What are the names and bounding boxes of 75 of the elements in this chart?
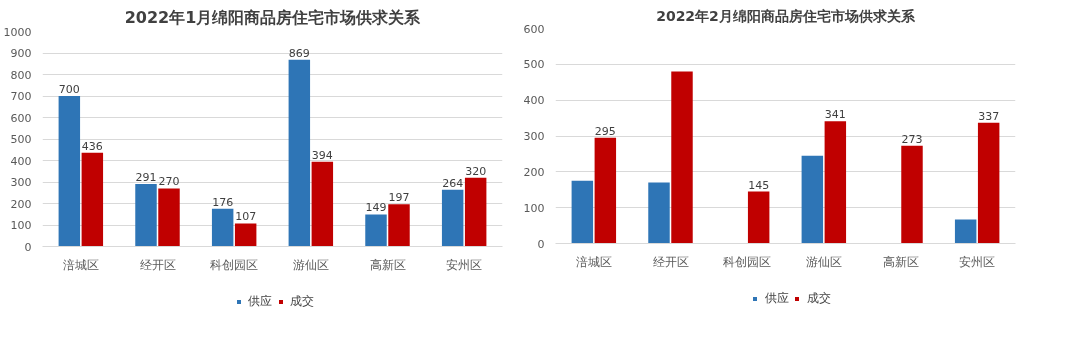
bar bbox=[594, 137, 617, 244]
legend-label: 供应 bbox=[248, 292, 272, 310]
x-tick-label: 科创园区 bbox=[210, 257, 259, 272]
data-label: 291 bbox=[135, 170, 157, 184]
y-tick-label: 500 bbox=[523, 58, 545, 72]
bar bbox=[158, 188, 180, 247]
data-label: 869 bbox=[288, 46, 310, 60]
bar bbox=[388, 204, 410, 247]
data-label: 295 bbox=[594, 124, 616, 138]
bar bbox=[571, 180, 594, 244]
data-label: 273 bbox=[901, 132, 923, 146]
y-tick-label: 600 bbox=[523, 22, 545, 36]
data-label: 436 bbox=[81, 139, 103, 153]
x-tick-label: 经开区 bbox=[652, 254, 689, 269]
y-tick-label: 100 bbox=[10, 219, 32, 232]
bar bbox=[824, 121, 847, 244]
y-tick-label: 500 bbox=[10, 133, 32, 146]
legend-label: 供应 bbox=[764, 289, 789, 307]
y-tick-label: 200 bbox=[523, 165, 545, 179]
data-label: 149 bbox=[365, 201, 387, 215]
data-label: 394 bbox=[311, 148, 333, 162]
bar bbox=[288, 59, 311, 247]
bar bbox=[311, 161, 334, 247]
bar bbox=[801, 155, 824, 244]
data-label: 145 bbox=[748, 178, 770, 192]
data-label: 107 bbox=[235, 210, 257, 224]
x-tick-label: 涪城区 bbox=[575, 254, 612, 269]
bar bbox=[211, 208, 234, 247]
data-label: 341 bbox=[824, 108, 846, 122]
legend-label: 成交 bbox=[290, 292, 314, 310]
bar bbox=[977, 122, 1000, 244]
bar bbox=[464, 177, 487, 247]
y-tick-label: 400 bbox=[523, 94, 545, 108]
y-tick-label: 900 bbox=[10, 47, 32, 60]
bar bbox=[441, 189, 464, 247]
bar bbox=[81, 152, 104, 247]
y-tick-label: 400 bbox=[10, 154, 32, 168]
y-tick-label: 300 bbox=[523, 130, 545, 143]
bar bbox=[901, 145, 923, 244]
y-tick-label: 1000 bbox=[3, 25, 32, 39]
x-tick-label: 科创园区 bbox=[723, 254, 772, 269]
y-tick-label: 0 bbox=[24, 240, 32, 254]
x-tick-label: 游仙区 bbox=[805, 254, 842, 269]
x-tick-label: 安州区 bbox=[446, 257, 483, 272]
y-tick-label: 800 bbox=[10, 68, 32, 82]
y-tick-label: 200 bbox=[10, 197, 32, 211]
y-tick-label: 300 bbox=[10, 176, 32, 189]
chart-title: 2022年2月绵阳商品房住宅市场供求关系 bbox=[656, 7, 916, 24]
data-label: 700 bbox=[58, 83, 80, 96]
bar bbox=[747, 191, 770, 244]
x-tick-label: 游仙区 bbox=[292, 257, 329, 272]
data-label: 337 bbox=[978, 109, 1000, 123]
bar bbox=[671, 71, 693, 244]
bar bbox=[58, 96, 81, 247]
bar bbox=[135, 183, 157, 247]
data-label: 270 bbox=[158, 175, 180, 189]
data-label: 197 bbox=[388, 191, 410, 205]
data-label: 264 bbox=[442, 176, 464, 190]
x-tick-label: 安州区 bbox=[959, 254, 996, 269]
bar bbox=[365, 214, 387, 247]
x-tick-label: 高新区 bbox=[882, 254, 919, 269]
chart-title: 2022年1月绵阳商品房住宅市场供求关系 bbox=[124, 7, 422, 27]
legend-label: 成交 bbox=[806, 289, 831, 307]
y-tick-label: 700 bbox=[10, 90, 32, 103]
x-tick-label: 经开区 bbox=[139, 257, 176, 272]
bar bbox=[648, 182, 670, 244]
data-label: 320 bbox=[465, 164, 487, 178]
y-tick-label: 100 bbox=[523, 201, 545, 215]
x-tick-label: 涪城区 bbox=[62, 257, 99, 272]
x-tick-label: 高新区 bbox=[369, 257, 406, 272]
bar bbox=[954, 219, 977, 244]
data-label: 176 bbox=[212, 195, 234, 209]
y-tick-label: 600 bbox=[10, 111, 32, 125]
bar bbox=[234, 223, 257, 247]
y-tick-label: 0 bbox=[537, 237, 545, 251]
